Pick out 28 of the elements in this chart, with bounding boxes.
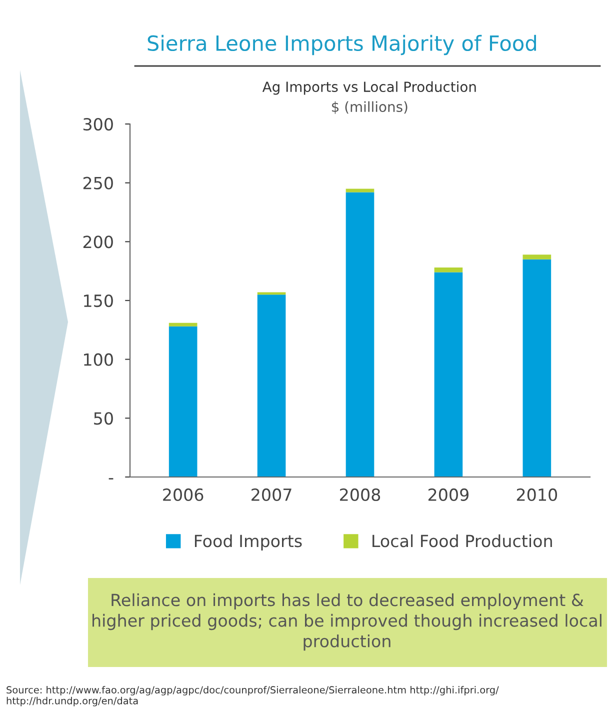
y-axis-title: $ (millions): [332, 101, 408, 114]
bar: [522, 259, 552, 477]
y-tick-label: 100: [84, 353, 113, 366]
source-note: Source: http://www.fao.org/ag/agp/agpc/doc/counprof/Sierraleone/Sierraleone.htm http://ghi.ifpri.org/ http://hdr.undp.org/en/data: [6, 686, 499, 706]
chart-subtitle: Ag Imports vs Local Production: [262, 81, 476, 95]
x-tick-label: 2007: [252, 488, 292, 502]
x-tick-label: 2006: [163, 488, 204, 502]
legend-label: Local Food Production: [372, 534, 552, 548]
text: Reliance on imports has led to decreased employment & higher priced goods; can be improved though increased local production: [92, 593, 602, 651]
x-tick-label: 2009: [428, 488, 468, 502]
x-tick-label: 2008: [340, 488, 380, 502]
bar: [434, 268, 463, 272]
y-tick-label: 150: [84, 294, 113, 308]
bar: [346, 192, 374, 477]
bar: [346, 188, 374, 192]
y-tick-label: 200: [83, 236, 113, 248]
bar: [257, 294, 286, 477]
y-tick-label: 300: [83, 118, 113, 131]
bar: [168, 322, 198, 326]
x-tick-label: 2010: [516, 488, 558, 502]
chart-title: Sierra Leone Imports Majority of Food: [148, 34, 536, 56]
y-tick-label: 50: [94, 412, 113, 425]
bar: [522, 254, 552, 260]
legend-label: Food Imports: [194, 534, 302, 550]
y-tick-label: -: [108, 478, 114, 480]
bar: [434, 272, 463, 477]
y-tick-label: 250: [83, 176, 113, 190]
bar: [168, 326, 198, 477]
